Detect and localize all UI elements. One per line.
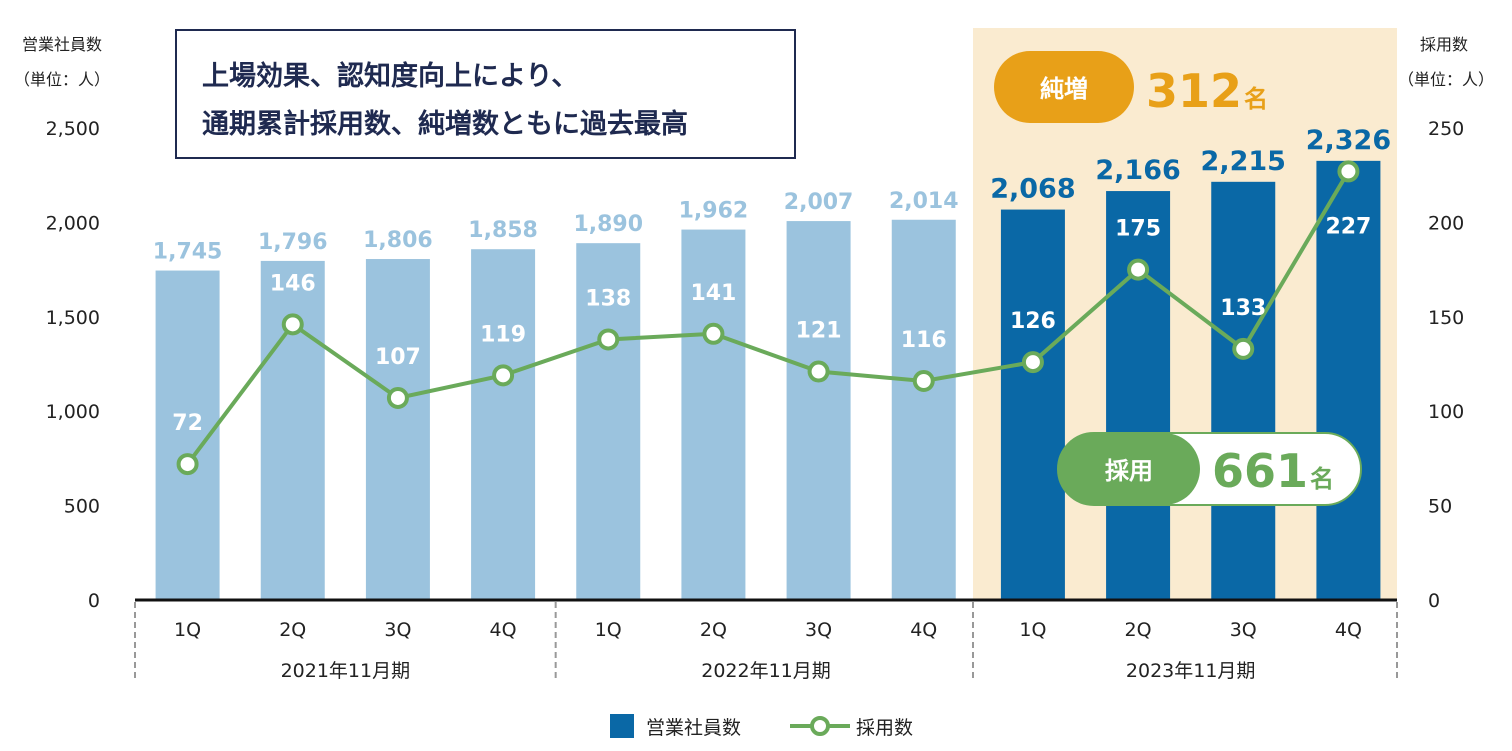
bar xyxy=(260,260,325,600)
right-tick-label: 150 xyxy=(1428,307,1464,329)
bar-value-label: 1,858 xyxy=(468,218,538,243)
hire-value: 661 xyxy=(1212,444,1308,498)
legend-bar-label: 営業社員数 xyxy=(646,717,741,739)
bar-value-label: 1,806 xyxy=(363,228,433,253)
legend-line-label: 採用数 xyxy=(856,717,913,739)
right-axis-label: 採用数 xyxy=(1420,35,1468,54)
callout-line1: 上場効果、認知度向上により、 xyxy=(202,60,578,92)
x-tick-label: 3Q xyxy=(805,619,832,641)
x-tick-label: 2Q xyxy=(700,619,727,641)
bar xyxy=(681,229,746,600)
bar xyxy=(891,219,956,600)
left-tick-label: 2,500 xyxy=(46,118,100,140)
net-increase-badge: 純増 312名 xyxy=(994,51,1268,123)
bar xyxy=(1000,209,1065,601)
hire-amount: 661名 xyxy=(1212,444,1334,498)
callout-box: 上場効果、認知度向上により、 通期累計採用数、純増数ともに過去最高 xyxy=(175,29,796,159)
line-point xyxy=(1337,160,1360,183)
bar xyxy=(1316,160,1381,600)
line-value-label: 119 xyxy=(480,322,526,347)
line-value-label: 141 xyxy=(690,281,736,306)
x-tick-label: 2Q xyxy=(279,619,306,641)
hire-unit: 名 xyxy=(1310,465,1334,493)
line-value-label: 72 xyxy=(172,411,203,436)
x-tick-label: 2Q xyxy=(1125,619,1152,641)
callout-line2: 通期累計採用数、純増数ともに過去最高 xyxy=(202,108,688,140)
line-point xyxy=(807,360,830,383)
line-point xyxy=(176,453,199,476)
bar xyxy=(365,259,430,600)
bar xyxy=(1106,191,1171,600)
legend: 営業社員数 採用数 xyxy=(610,714,913,739)
line-value-label: 126 xyxy=(1010,309,1056,334)
bar-value-label: 2,014 xyxy=(889,189,959,214)
line-point xyxy=(912,369,935,392)
x-tick-label: 4Q xyxy=(490,619,517,641)
bar-value-label: 1,796 xyxy=(258,230,328,255)
bar-value-label: 2,068 xyxy=(990,174,1075,205)
x-tick-label: 3Q xyxy=(1230,619,1257,641)
line-value-label: 107 xyxy=(375,345,421,370)
line-point xyxy=(492,364,515,387)
hire-label: 採用 xyxy=(1105,457,1153,485)
line-point xyxy=(386,386,409,409)
line-series xyxy=(185,170,1351,466)
bar xyxy=(471,249,536,600)
bar-value-label: 1,962 xyxy=(679,199,749,224)
line-point xyxy=(1021,351,1044,374)
x-tick-label: 1Q xyxy=(595,619,622,641)
x-tick-label: 1Q xyxy=(174,619,201,641)
net-increase-value: 312 xyxy=(1146,64,1242,118)
left-tick-label: 1,500 xyxy=(46,307,100,329)
x-tick-label: 4Q xyxy=(1335,619,1362,641)
left-tick-label: 0 xyxy=(88,590,100,612)
net-increase-label: 純増 xyxy=(1040,75,1088,103)
bar-value-label: 2,215 xyxy=(1201,146,1286,177)
right-tick-label: 250 xyxy=(1428,118,1464,140)
legend-line-marker xyxy=(810,716,830,736)
legend-bar-swatch xyxy=(610,714,634,738)
x-group-label: 2022年11月期 xyxy=(701,660,831,682)
left-tick-label: 2,000 xyxy=(46,212,100,234)
bar xyxy=(786,221,851,600)
line-value-label: 227 xyxy=(1325,214,1371,239)
line-point xyxy=(702,322,725,345)
line-value-label: 116 xyxy=(901,328,947,353)
hire-badge: 採用 661名 xyxy=(1057,432,1362,506)
x-group-label: 2023年11月期 xyxy=(1126,660,1256,682)
line-point xyxy=(1127,258,1150,281)
bar-value-label: 1,890 xyxy=(573,212,643,237)
left-axis-label: 営業社員数 xyxy=(22,35,102,54)
x-tick-label: 3Q xyxy=(384,619,411,641)
x-tick-label: 1Q xyxy=(1019,619,1046,641)
right-tick-label: 0 xyxy=(1428,590,1440,612)
line-value-label: 146 xyxy=(270,271,316,296)
line-point xyxy=(1232,337,1255,360)
bar xyxy=(576,243,641,600)
bar-value-label: 2,326 xyxy=(1306,125,1391,156)
line-value-label: 175 xyxy=(1115,217,1161,242)
line-point xyxy=(597,328,620,351)
bar-value-label: 1,745 xyxy=(153,240,223,265)
left-tick-label: 1,000 xyxy=(46,401,100,423)
bar xyxy=(1211,181,1276,601)
x-tick-label: 4Q xyxy=(910,619,937,641)
left-axis-unit: （単位：人） xyxy=(14,70,110,89)
x-group-label: 2021年11月期 xyxy=(281,660,411,682)
bar-value-label: 2,166 xyxy=(1095,155,1180,186)
bar-value-label: 2,007 xyxy=(784,190,854,215)
line-value-label: 138 xyxy=(585,286,631,311)
net-increase-unit: 名 xyxy=(1244,85,1268,113)
right-tick-label: 100 xyxy=(1428,401,1464,423)
right-tick-label: 200 xyxy=(1428,212,1464,234)
line-value-label: 121 xyxy=(796,319,842,344)
right-tick-label: 50 xyxy=(1428,496,1452,518)
net-increase-amount: 312名 xyxy=(1146,64,1268,118)
right-axis-unit: （単位：人） xyxy=(1398,70,1494,89)
line-point xyxy=(281,313,304,336)
left-tick-label: 500 xyxy=(64,496,100,518)
line-value-label: 133 xyxy=(1220,296,1266,321)
